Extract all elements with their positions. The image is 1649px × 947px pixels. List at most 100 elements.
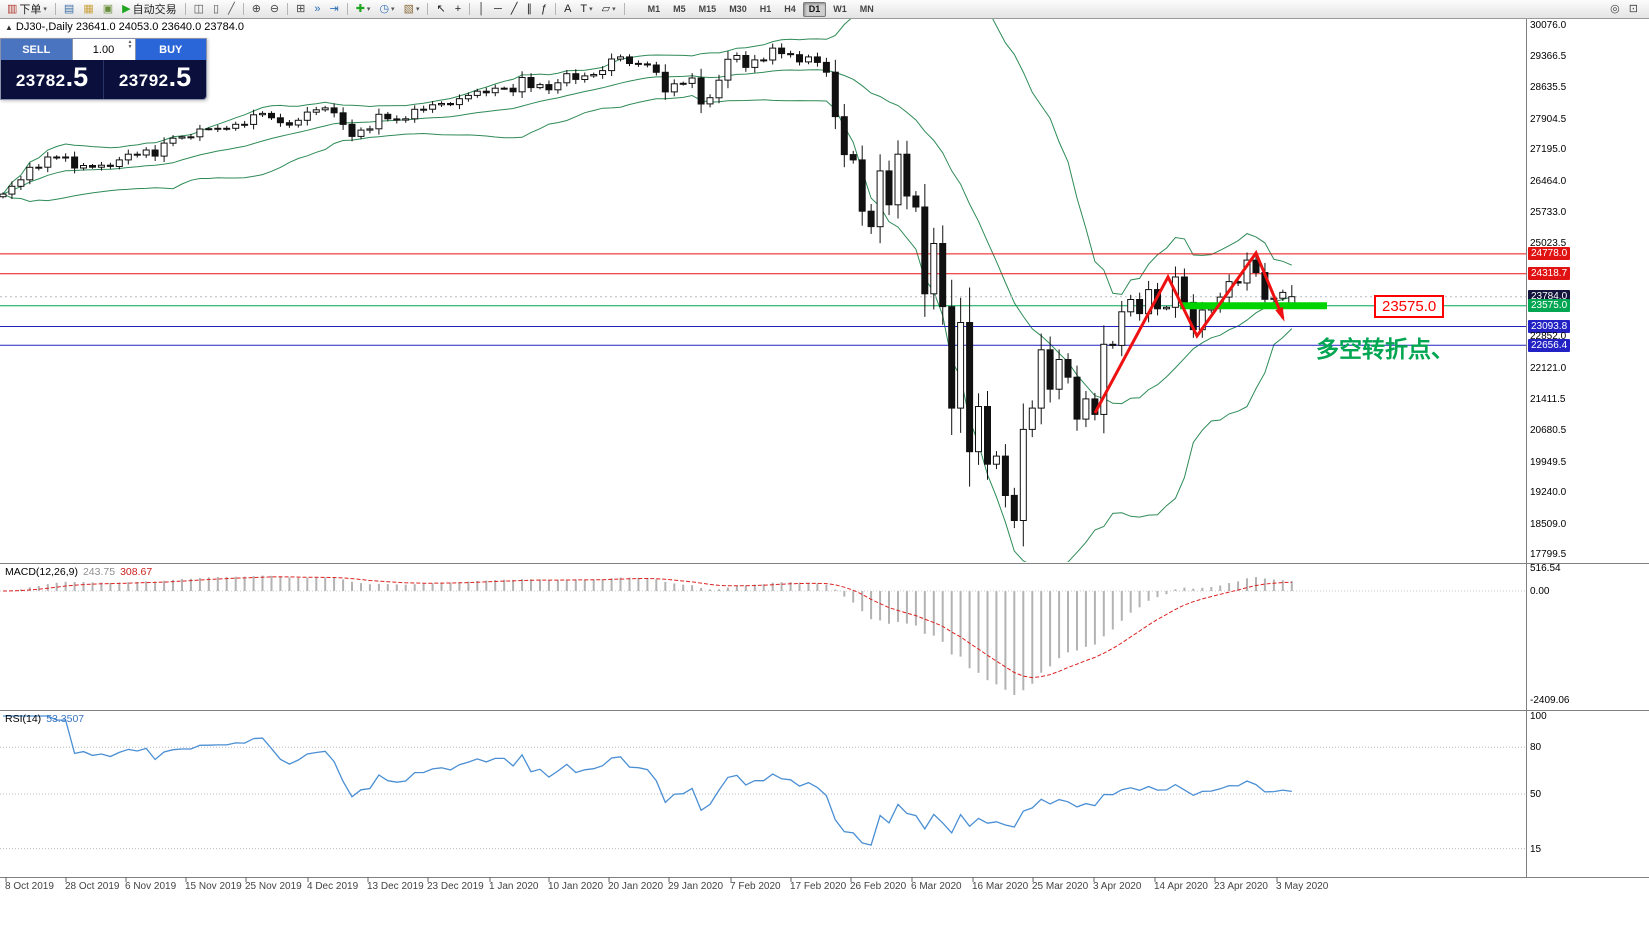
timeframe-h4[interactable]: H4 xyxy=(784,3,796,14)
price-callout-box[interactable]: 23575.0 xyxy=(1374,295,1445,318)
date-axis-label: 26 Feb 2020 xyxy=(850,881,907,892)
vertical-line-icon[interactable]: │ xyxy=(474,1,489,18)
macd-name: MACD(12,26,9) xyxy=(5,566,78,578)
autotrading-glyph: ▶ xyxy=(122,2,131,15)
crosshair-icon[interactable]: + xyxy=(451,1,465,18)
timeframe-m1[interactable]: M1 xyxy=(647,3,661,14)
bar-chart-icon-glyph: ◫ xyxy=(193,2,205,15)
stepper-down-icon[interactable]: ▼ xyxy=(127,44,133,50)
bar-chart-icon[interactable]: ◫ xyxy=(190,1,208,18)
new-order-glyph: ▥ xyxy=(7,2,18,15)
toolbar: ▥ 下单 ▾ ▤ ▦ ▣ ▶ 自动交易 ◫ ▯ ╱ ⊕ ⊖ ⊞» ⇥ ✚ ▾ ◷ ▾ ▧ ▾ ↖ + │ ─ ╱ ∥ ƒ A T ▾ ▱ ▾ M… xyxy=(0,0,1649,19)
price-axis-label: 22121.0 xyxy=(1530,362,1567,374)
zigzag-drawing[interactable] xyxy=(1093,249,1285,414)
caret-down-icon: ▾ xyxy=(589,6,593,13)
date-axis-label: 29 Jan 2020 xyxy=(668,881,724,892)
timeframe-w1[interactable]: W1 xyxy=(833,3,847,14)
date-axis-label: 4 Dec 2019 xyxy=(307,881,359,892)
date-axis-label: 1 Jan 2020 xyxy=(489,881,539,892)
candlestick-chart-icon-glyph: ▯ xyxy=(213,2,220,15)
candlesticks[interactable] xyxy=(0,43,1296,547)
market-watch-icon[interactable]: ▤ xyxy=(60,1,78,18)
volume-input[interactable]: 1.00 ▲ ▼ xyxy=(71,39,136,60)
zoom-in-icon[interactable]: ⊕ xyxy=(248,1,265,18)
templates-icon[interactable]: ▧ ▾ xyxy=(400,1,424,18)
quick-search-icon[interactable]: ◎ xyxy=(1606,1,1624,18)
arrows-tool-icon[interactable]: T ▾ xyxy=(576,1,596,18)
timeframe-m30[interactable]: M30 xyxy=(729,3,747,14)
zoom-out-icon[interactable]: ⊖ xyxy=(266,1,283,18)
toolbar-separator xyxy=(469,3,471,15)
equidistant-channel-icon-glyph: ∥ xyxy=(526,2,532,15)
price-axis-label: 23093.8 xyxy=(1528,320,1571,333)
main-chart-layer[interactable] xyxy=(0,0,1526,570)
terminal-icon[interactable]: ▣ xyxy=(99,1,117,18)
cursor-icon[interactable]: ↖ xyxy=(432,1,449,18)
price-axis-label: 25023.5 xyxy=(1530,237,1567,249)
rsi-axis-label: 80 xyxy=(1530,741,1542,753)
tile-windows-icon-glyph: ⊞ xyxy=(296,2,306,15)
buy-price[interactable]: 23792 .5 xyxy=(103,60,206,99)
rsi-axis-label: 50 xyxy=(1530,788,1542,800)
date-axis-label: 14 Apr 2020 xyxy=(1154,881,1208,892)
line-chart-icon[interactable]: ╱ xyxy=(224,1,239,18)
caret-down-icon: ▾ xyxy=(366,6,371,13)
horizontal-line-icon[interactable]: ─ xyxy=(490,1,506,18)
sell-button[interactable]: SELL xyxy=(1,39,72,60)
chart-window-icon[interactable]: ⊡ xyxy=(1625,1,1642,18)
add-indicator-icon[interactable]: ✚ ▾ xyxy=(352,1,375,18)
macd-axis-label: 516.54 xyxy=(1530,562,1561,574)
stepper-up-icon[interactable]: ▲ xyxy=(127,39,133,45)
periods-icon[interactable]: ◷ ▾ xyxy=(375,1,398,18)
trade-panel-header-row: SELL 1.00 ▲ ▼ BUY xyxy=(1,39,206,60)
timeframe-d1[interactable]: D1 xyxy=(802,1,827,17)
trendline-icon[interactable]: ╱ xyxy=(507,1,522,18)
chart-ohlc-title: DJ30-,Daily 23641.0 24053.0 23640.0 2378… xyxy=(15,21,245,33)
price-axis-label: 19240.0 xyxy=(1530,487,1567,499)
timeframe-m5[interactable]: M5 xyxy=(673,3,686,14)
candlestick-chart-icon[interactable]: ▯ xyxy=(209,1,223,18)
timeframe-m15[interactable]: M15 xyxy=(698,3,717,14)
price-axis-label: 28635.5 xyxy=(1530,82,1567,94)
auto-scroll-icon-glyph: » xyxy=(314,2,321,15)
chart-shift-icon[interactable]: ⇥ xyxy=(325,1,342,18)
macd-layer[interactable] xyxy=(0,575,1526,695)
price-axis-label: 25733.0 xyxy=(1530,207,1567,219)
chart-shift-icon-glyph: ⇥ xyxy=(329,2,339,15)
toolbar-separator xyxy=(346,3,348,15)
auto-scroll-icon[interactable]: » xyxy=(310,1,324,18)
one-click-toggle-icon[interactable]: ▲ xyxy=(5,23,13,32)
price-axis-label: 22852.0 xyxy=(1530,331,1567,343)
volume-stepper[interactable]: ▲ ▼ xyxy=(128,40,133,50)
date-axis-label: 17 Feb 2020 xyxy=(790,881,847,892)
date-axis-label: 8 Oct 2019 xyxy=(5,881,54,892)
text-label-icon[interactable]: A xyxy=(560,1,575,18)
chart-title: ▲ DJ30-,Daily 23641.0 24053.0 23640.0 237… xyxy=(5,21,244,33)
sell-price[interactable]: 23782 .5 xyxy=(1,60,103,99)
buy-button[interactable]: BUY xyxy=(135,39,206,60)
equidistant-channel-icon[interactable]: ∥ xyxy=(522,1,536,18)
timeframe-mn[interactable]: MN xyxy=(859,3,874,14)
date-axis-label: 13 Dec 2019 xyxy=(367,881,424,892)
shapes-icon-glyph: ▱ xyxy=(601,2,611,15)
fibonacci-icon[interactable]: ƒ xyxy=(537,1,551,18)
tile-windows-icon[interactable]: ⊞ xyxy=(292,1,309,18)
navigator-icon[interactable]: ▦ xyxy=(79,1,97,18)
buy-price-pips: .5 xyxy=(168,62,192,92)
toolbar-separator xyxy=(54,3,56,15)
macd-value-signal: 308.67 xyxy=(120,566,153,578)
timeframe-h1[interactable]: H1 xyxy=(759,3,772,14)
navigator-icon-glyph: ▦ xyxy=(83,2,94,15)
text-label-icon-glyph: A xyxy=(564,2,572,15)
annotation-text[interactable]: 多空转折点、 xyxy=(1316,336,1454,362)
date-axis-label: 25 Mar 2020 xyxy=(1032,881,1089,892)
shapes-icon[interactable]: ▱ ▾ xyxy=(598,1,620,18)
date-axis-label: 28 Oct 2019 xyxy=(65,881,120,892)
toolbar-right-group: ◎ ⊡ xyxy=(1606,1,1642,18)
macd-axis-label: 0.00 xyxy=(1530,585,1550,597)
autotrading-button[interactable]: ▶ 自动交易 xyxy=(118,1,180,18)
date-axis-label: 23 Dec 2019 xyxy=(427,881,484,892)
new-order-button[interactable]: ▥ 下单 ▾ xyxy=(3,1,51,18)
rsi-layer[interactable] xyxy=(0,715,1526,850)
